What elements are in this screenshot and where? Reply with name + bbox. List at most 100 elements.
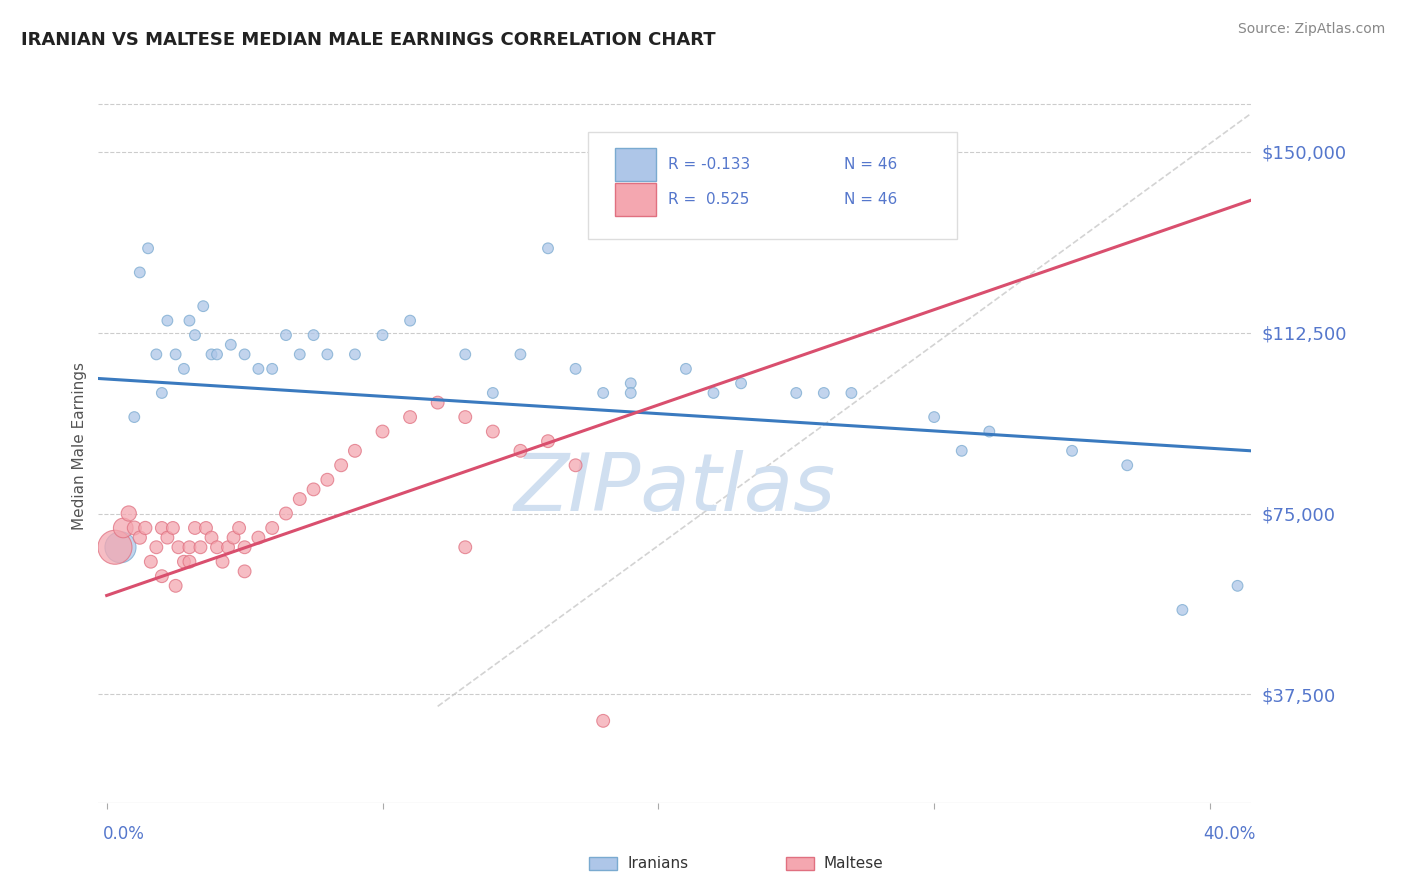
Point xyxy=(675,362,697,376)
Point xyxy=(179,313,201,327)
Text: Iranians: Iranians xyxy=(627,856,688,871)
Point xyxy=(482,425,505,439)
Point xyxy=(104,541,127,555)
Point xyxy=(193,299,215,313)
Point xyxy=(509,347,531,361)
Point xyxy=(211,555,233,569)
Point xyxy=(274,507,297,521)
Point xyxy=(454,347,477,361)
Point xyxy=(150,521,173,535)
Point xyxy=(165,579,187,593)
Point xyxy=(200,347,222,361)
Point xyxy=(454,541,477,555)
Point xyxy=(564,362,586,376)
FancyBboxPatch shape xyxy=(614,148,657,180)
Point xyxy=(620,386,643,401)
Point xyxy=(217,541,239,555)
Point xyxy=(222,531,245,545)
Point xyxy=(233,565,256,579)
Point xyxy=(1226,579,1249,593)
Point xyxy=(128,531,150,545)
Point xyxy=(426,395,449,409)
Point xyxy=(190,541,212,555)
Point xyxy=(173,362,195,376)
Point xyxy=(482,386,505,401)
Point xyxy=(179,555,201,569)
Point xyxy=(730,376,752,391)
Point xyxy=(145,347,167,361)
Text: IRANIAN VS MALTESE MEDIAN MALE EARNINGS CORRELATION CHART: IRANIAN VS MALTESE MEDIAN MALE EARNINGS … xyxy=(21,31,716,49)
Point xyxy=(702,386,724,401)
Point xyxy=(922,410,945,425)
Point xyxy=(262,521,284,535)
Point xyxy=(134,521,156,535)
Point xyxy=(233,541,256,555)
Text: Maltese: Maltese xyxy=(824,856,883,871)
Point xyxy=(128,265,150,279)
FancyBboxPatch shape xyxy=(588,132,957,239)
Point xyxy=(247,531,270,545)
Point xyxy=(274,328,297,343)
Point xyxy=(592,714,614,728)
Text: Source: ZipAtlas.com: Source: ZipAtlas.com xyxy=(1237,22,1385,37)
Point xyxy=(371,425,394,439)
Point xyxy=(592,386,614,401)
Point xyxy=(112,521,135,535)
Point xyxy=(195,521,218,535)
Point xyxy=(316,473,339,487)
Point xyxy=(343,347,366,361)
Point xyxy=(200,531,222,545)
Text: R = -0.133: R = -0.133 xyxy=(668,157,751,171)
Point xyxy=(150,569,173,583)
Point xyxy=(1060,443,1083,458)
Point xyxy=(1116,458,1139,473)
Point xyxy=(205,347,228,361)
Point xyxy=(785,386,807,401)
Point xyxy=(145,541,167,555)
Text: R =  0.525: R = 0.525 xyxy=(668,193,749,207)
Point xyxy=(564,458,586,473)
Point xyxy=(302,483,325,497)
Point xyxy=(399,410,422,425)
Point xyxy=(156,313,179,327)
Point xyxy=(124,410,146,425)
Point xyxy=(118,507,141,521)
Point xyxy=(620,376,643,391)
Point xyxy=(184,328,207,343)
Point xyxy=(162,521,184,535)
Point xyxy=(136,241,159,255)
Point xyxy=(316,347,339,361)
Text: N = 46: N = 46 xyxy=(845,157,897,171)
Point xyxy=(1171,603,1194,617)
Point xyxy=(813,386,835,401)
Text: 40.0%: 40.0% xyxy=(1204,825,1256,843)
Point xyxy=(184,521,207,535)
Point xyxy=(179,541,201,555)
Point xyxy=(288,491,311,506)
Text: N = 46: N = 46 xyxy=(845,193,897,207)
Point xyxy=(454,410,477,425)
Point xyxy=(247,362,270,376)
Point xyxy=(979,425,1001,439)
Text: 0.0%: 0.0% xyxy=(103,825,145,843)
Point xyxy=(950,443,973,458)
Point xyxy=(156,531,179,545)
FancyBboxPatch shape xyxy=(614,184,657,216)
Point xyxy=(165,347,187,361)
Point xyxy=(228,521,250,535)
Point xyxy=(371,328,394,343)
Point xyxy=(173,555,195,569)
Point xyxy=(205,541,228,555)
Point xyxy=(509,443,531,458)
Point xyxy=(167,541,190,555)
Text: ZIPatlas: ZIPatlas xyxy=(513,450,837,528)
Point xyxy=(219,337,242,351)
Point xyxy=(302,328,325,343)
Point xyxy=(343,443,366,458)
Point xyxy=(399,313,422,327)
Point xyxy=(288,347,311,361)
Point xyxy=(233,347,256,361)
Point xyxy=(330,458,353,473)
Point xyxy=(262,362,284,376)
Point xyxy=(841,386,863,401)
